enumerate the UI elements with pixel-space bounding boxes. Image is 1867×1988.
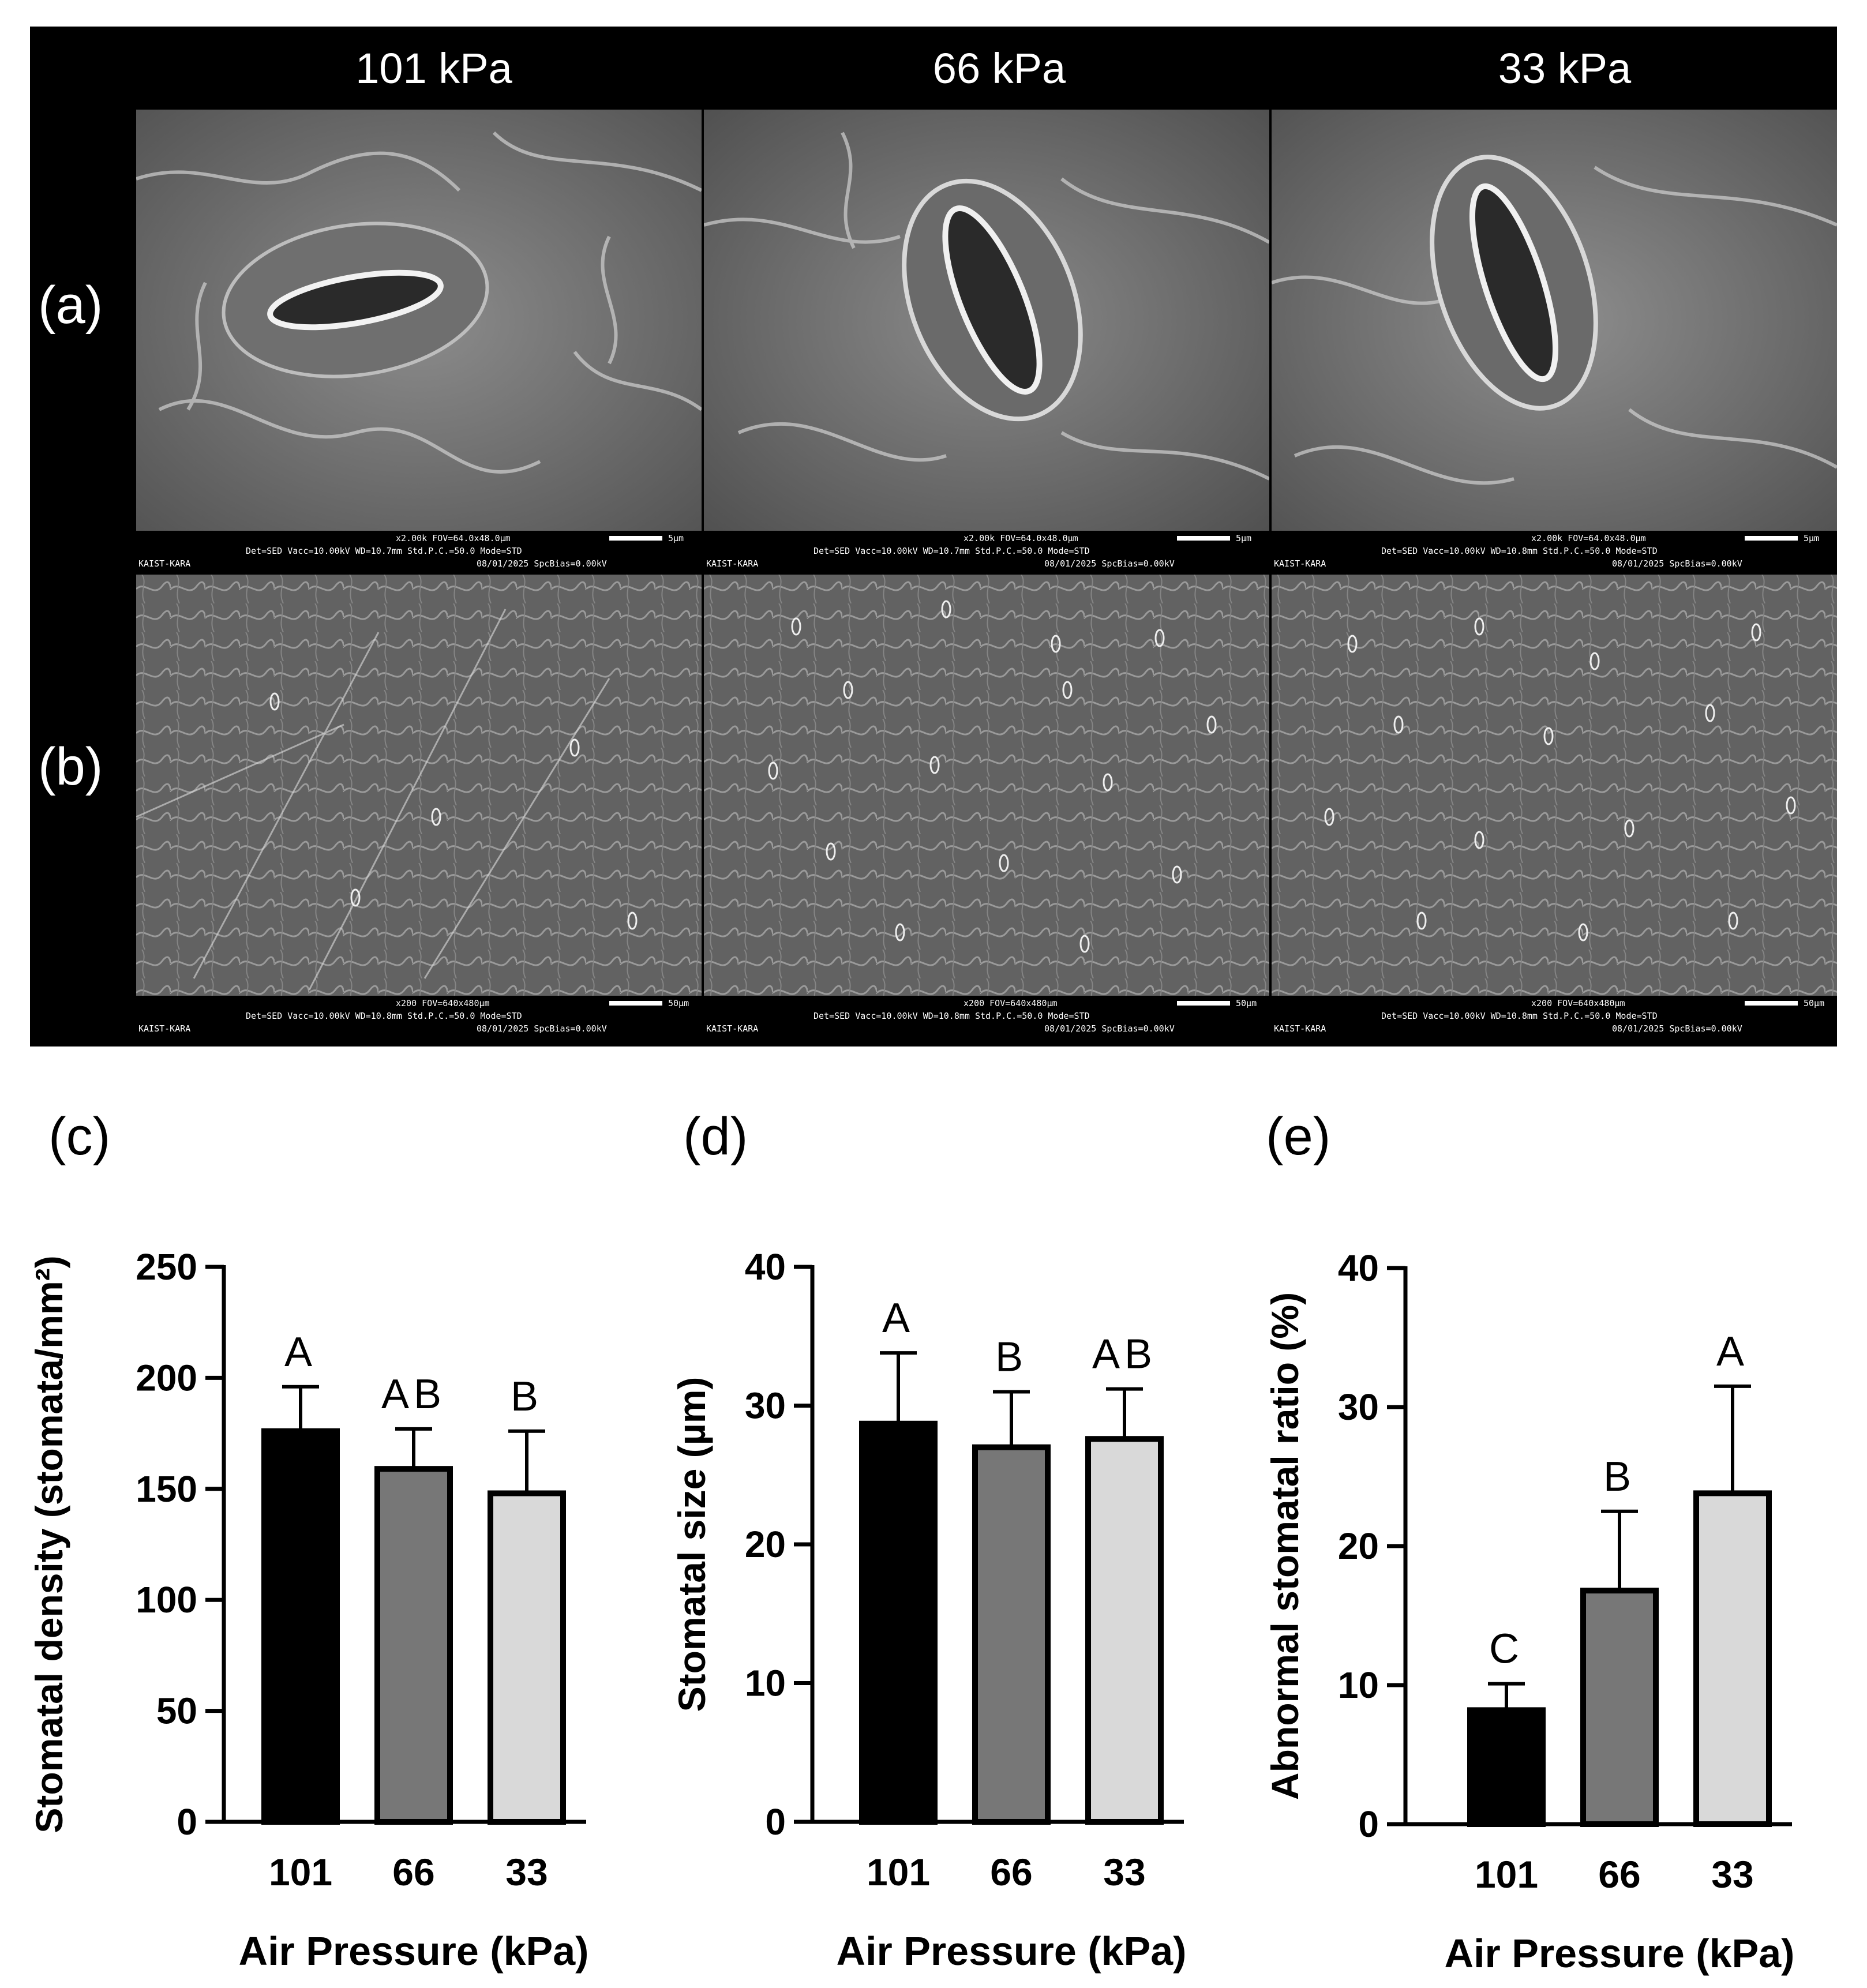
significance-letter: AB: [1092, 1331, 1157, 1378]
bar-66: [972, 1444, 1051, 1825]
significance-letter: A: [1716, 1329, 1749, 1375]
y-tick-label: 250: [136, 1246, 197, 1288]
y-tick-label: 30: [745, 1385, 786, 1427]
panel-letter-e: (e): [1266, 1107, 1331, 1166]
bar-66: [374, 1466, 453, 1825]
bar-33: [1693, 1490, 1772, 1827]
row-label-b: (b): [38, 737, 103, 796]
significance-letter: B: [511, 1374, 543, 1420]
sem-meta-b-101: x200 FOV=640x480µm 50µm Det=SED Vacc=10.0…: [138, 998, 689, 1034]
sem-figure-panel: 101 kPa 66 kPa 33 kPa (a) (b): [30, 27, 1837, 1046]
column-title-66: 66 kPa: [932, 44, 1066, 92]
y-tick-label: 40: [1338, 1247, 1379, 1289]
x-tick-label: 101: [269, 1851, 332, 1893]
y-axis-title: Stomatal density (stomata/mm²): [28, 1255, 70, 1833]
column-title-101: 101 kPa: [355, 44, 512, 92]
sem-meta-b-33: x200 FOV=640x480µm 50µm Det=SED Vacc=10.0…: [1274, 998, 1825, 1034]
x-tick-label: 66: [990, 1851, 1032, 1893]
y-tick-label: 200: [136, 1357, 197, 1398]
sem-image-a-33: [1272, 110, 1837, 531]
sem-meta-b-66: x200 FOV=640x480µm 50µm Det=SED Vacc=10.0…: [706, 998, 1257, 1034]
sem-meta-a-101: x2.00k FOV=64.0x48.0µm 5µm Det=SED Vacc=1…: [138, 533, 684, 569]
sem-meta-a-33: x2.00k FOV=64.0x48.0µm 5µm Det=SED Vacc=1…: [1274, 533, 1820, 569]
significance-letter: B: [995, 1334, 1028, 1380]
significance-letter: A: [284, 1329, 317, 1375]
bar-101: [261, 1428, 340, 1825]
panel-letter-c: (c): [48, 1107, 111, 1166]
y-tick-label: 0: [177, 1801, 197, 1843]
y-tick-label: 150: [136, 1468, 197, 1510]
bar-101: [859, 1420, 938, 1825]
x-tick-label: 101: [867, 1851, 930, 1893]
y-tick-label: 100: [136, 1579, 197, 1621]
significance-letter: AB: [381, 1371, 446, 1417]
bar-33: [488, 1490, 566, 1825]
x-tick-label: 101: [1475, 1853, 1538, 1896]
x-tick-label: 33: [505, 1851, 548, 1893]
y-tick-label: 0: [1358, 1803, 1379, 1845]
x-tick-label: 33: [1711, 1853, 1753, 1896]
x-axis-title: Air Pressure (kPa): [837, 1929, 1187, 1974]
column-title-33: 33 kPa: [1498, 44, 1632, 92]
x-axis-title: Air Pressure (kPa): [1445, 1931, 1795, 1976]
bar-33: [1085, 1436, 1164, 1825]
y-tick-label: 30: [1338, 1386, 1379, 1428]
y-tick-label: 10: [1338, 1664, 1379, 1706]
y-tick-label: 0: [765, 1801, 786, 1843]
x-axis-title: Air Pressure (kPa): [239, 1929, 589, 1974]
y-axis-title: Abnormal stomatal ratio (%): [1264, 1292, 1306, 1800]
row-label-a: (a): [38, 276, 103, 335]
y-axis-title: Stomatal size (µm): [670, 1377, 713, 1712]
sem-image-b-101: [136, 575, 702, 996]
y-tick-label: 50: [156, 1690, 197, 1732]
y-tick-label: 10: [745, 1663, 786, 1704]
x-tick-label: 66: [392, 1851, 434, 1893]
panel-letter-d: (d): [683, 1107, 748, 1166]
x-tick-label: 66: [1598, 1853, 1640, 1896]
significance-letter: B: [1603, 1454, 1636, 1500]
bar-101: [1467, 1707, 1546, 1827]
sem-image-b-66: [704, 575, 1269, 996]
x-tick-label: 33: [1103, 1851, 1145, 1893]
sem-image-b-33: [1272, 575, 1837, 996]
y-tick-label: 20: [1338, 1525, 1379, 1567]
sem-image-a-66: [704, 110, 1269, 531]
sem-meta-a-66: x2.00k FOV=64.0x48.0µm 5µm Det=SED Vacc=1…: [706, 533, 1252, 569]
bar-66: [1580, 1588, 1659, 1828]
significance-letter: A: [882, 1295, 914, 1341]
y-tick-label: 20: [745, 1524, 786, 1565]
y-tick-label: 40: [745, 1246, 786, 1288]
significance-letter: C: [1489, 1626, 1524, 1672]
sem-image-a-101: [136, 110, 702, 531]
